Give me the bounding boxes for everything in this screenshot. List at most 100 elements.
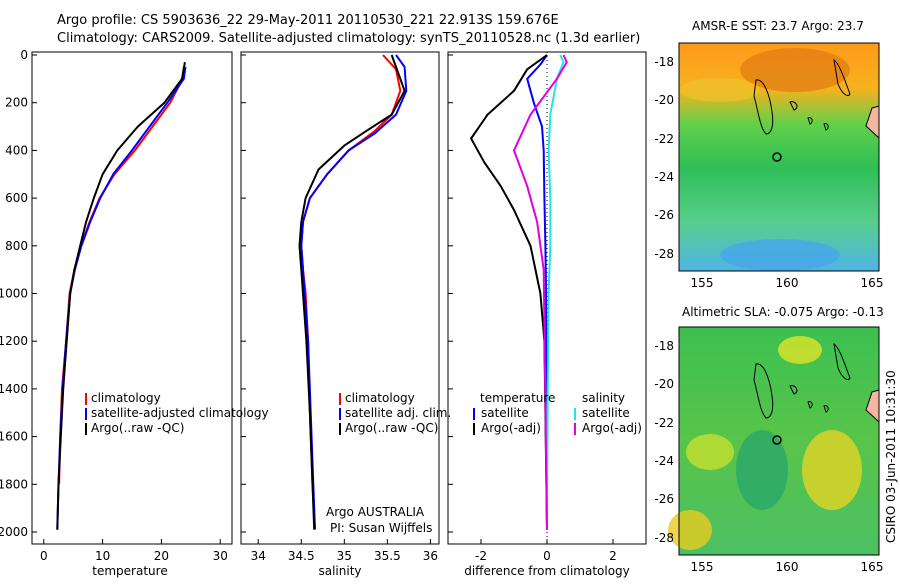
- figure-title-line2: Climatology: CARS2009. Satellite-adjuste…: [57, 31, 640, 46]
- sst-warm-patch: [740, 48, 850, 92]
- y-tick-label: 400: [5, 143, 28, 157]
- series-line-argo-raw-qc-: [56, 62, 186, 530]
- sst-ytick: -18: [654, 55, 674, 69]
- x-tick-label: 10: [95, 549, 110, 563]
- sla-map-yticks: -18 -20 -22 -24 -26 -28: [654, 339, 674, 545]
- coastline-islands: [789, 101, 829, 131]
- sla-ytick: -26: [654, 492, 674, 506]
- sla-map: [668, 326, 880, 556]
- salinity-profiles: [298, 54, 408, 530]
- x-tick-label: 34: [251, 549, 266, 563]
- x-tick-label: -2: [475, 549, 487, 563]
- legend-heading-salinity: salinity: [582, 391, 625, 405]
- y-tick-label: 200: [5, 96, 28, 110]
- sst-ytick: -24: [654, 170, 674, 184]
- legend-label-climatology: climatology: [345, 391, 415, 405]
- y-tick-label: 1200: [0, 334, 28, 348]
- series-line-argo-raw-qc-: [298, 54, 406, 530]
- temperature-profiles: [56, 62, 187, 530]
- y-tick-label: 1400: [0, 382, 28, 396]
- sst-map: [678, 42, 880, 272]
- series-line-satellite-adj-clim-: [300, 54, 408, 530]
- legend-label-argo: Argo(..raw -QC): [345, 421, 438, 435]
- sla-xtick: 165: [861, 560, 884, 574]
- sla-xtick: 155: [691, 560, 714, 574]
- legend-label-argo: Argo(..raw -QC): [91, 421, 184, 435]
- sla-map-xticks: 155 160 165: [691, 560, 884, 574]
- salinity-plot-frame: [240, 51, 440, 545]
- legend-label-sal-satellite: satellite: [582, 406, 630, 420]
- coastline-vanuatu: [833, 342, 851, 381]
- coastline-new-caledonia: [753, 363, 774, 419]
- argo-float-marker: [772, 152, 782, 162]
- sst-cool-patch: [720, 239, 840, 271]
- coastline-new-caledonia: [753, 79, 774, 135]
- sla-map-title: Altimetric SLA: -0.075 Argo: -0.13: [682, 305, 884, 319]
- series-line-temperature-argo-adj-: [470, 54, 548, 530]
- y-tick-label: 1000: [0, 287, 28, 301]
- legend-label-temp-argo: Argo(-adj): [481, 421, 541, 435]
- sla-map-frame: [678, 326, 880, 556]
- coastline-islands: [789, 385, 829, 413]
- sla-high-patch: [686, 434, 734, 470]
- series-line-satellite-adjusted-climatology: [56, 66, 187, 530]
- legend-heading-temperature: temperature: [480, 391, 555, 405]
- sla-low-patch: [736, 430, 788, 510]
- y-tick-label: 1600: [0, 430, 28, 444]
- x-tick-label: 34.5: [288, 549, 315, 563]
- salinity-legend: climatology satellite adj. clim. Argo(..…: [339, 391, 451, 435]
- y-tick-label: 1800: [0, 477, 28, 491]
- figure-title-line1: Argo profile: CS 5903636_22 29-May-2011 …: [57, 13, 559, 28]
- temperature-axes: 0 10 20 30 0 200 400 600 800 1000 1200 1400 1600 1800…: [0, 48, 228, 563]
- sla-xtick: 160: [776, 560, 799, 574]
- sst-map-frame: [678, 42, 880, 272]
- x-tick-label: 30: [213, 549, 228, 563]
- difference-xlabel: difference from climatology: [464, 564, 630, 578]
- x-tick-label: 36: [423, 549, 438, 563]
- sla-high-patch: [802, 430, 862, 510]
- x-tick-label: 0: [543, 549, 551, 563]
- sst-ytick: -20: [654, 93, 674, 107]
- sla-ytick: -28: [654, 531, 674, 545]
- sst-map-xticks: 155 160 165: [691, 276, 884, 290]
- sla-ytick: -22: [654, 416, 674, 430]
- sst-warm-patch: [680, 78, 760, 102]
- argo-float-marker: [772, 435, 782, 445]
- x-tick-label: 35: [337, 549, 352, 563]
- legend-label-climatology: climatology: [91, 391, 161, 405]
- sla-high-patch: [668, 510, 712, 550]
- float-program-label: Argo AUSTRALIA: [326, 505, 425, 519]
- timestamp-stamp: CSIRO 03-Jun-2011 10:31:30: [884, 370, 898, 543]
- principal-investigator-label: PI: Susan Wijffels: [330, 521, 432, 535]
- series-line-temperature-satellite: [526, 54, 548, 530]
- x-tick-label: 0: [40, 549, 48, 563]
- sst-xtick: 155: [691, 276, 714, 290]
- x-tick-label: 2: [609, 549, 617, 563]
- salinity-axes: 34 34.5 35 35.5 36: [241, 54, 438, 563]
- sla-ytick: -20: [654, 377, 674, 391]
- temperature-xlabel: temperature: [92, 564, 167, 578]
- sla-ytick: -18: [654, 339, 674, 353]
- y-tick-label: 600: [5, 191, 28, 205]
- temperature-legend: climatology satellite-adjusted climatolo…: [85, 391, 269, 435]
- series-line-climatology: [300, 54, 402, 530]
- sla-ytick: -24: [654, 454, 674, 468]
- y-tick-label: 0: [20, 48, 28, 62]
- sst-ytick: -22: [654, 132, 674, 146]
- y-tick-label: 800: [5, 239, 28, 253]
- legend-label-temp-satellite: satellite: [481, 406, 529, 420]
- x-tick-label: 35.5: [374, 549, 401, 563]
- sst-xtick: 165: [861, 276, 884, 290]
- legend-label-satellite: satellite-adjusted climatology: [91, 406, 269, 420]
- legend-label-sal-argo: Argo(-adj): [582, 421, 642, 435]
- series-line-salinity-satellite: [546, 54, 565, 530]
- series-line-salinity-argo-adj-: [513, 54, 568, 530]
- temperature-plot-frame: [31, 51, 233, 545]
- difference-axes: -2 0 2: [448, 54, 617, 563]
- sla-high-patch: [778, 336, 822, 364]
- sst-xtick: 160: [776, 276, 799, 290]
- y-tick-label: 2000: [0, 525, 28, 539]
- coastline-vanuatu: [833, 58, 851, 97]
